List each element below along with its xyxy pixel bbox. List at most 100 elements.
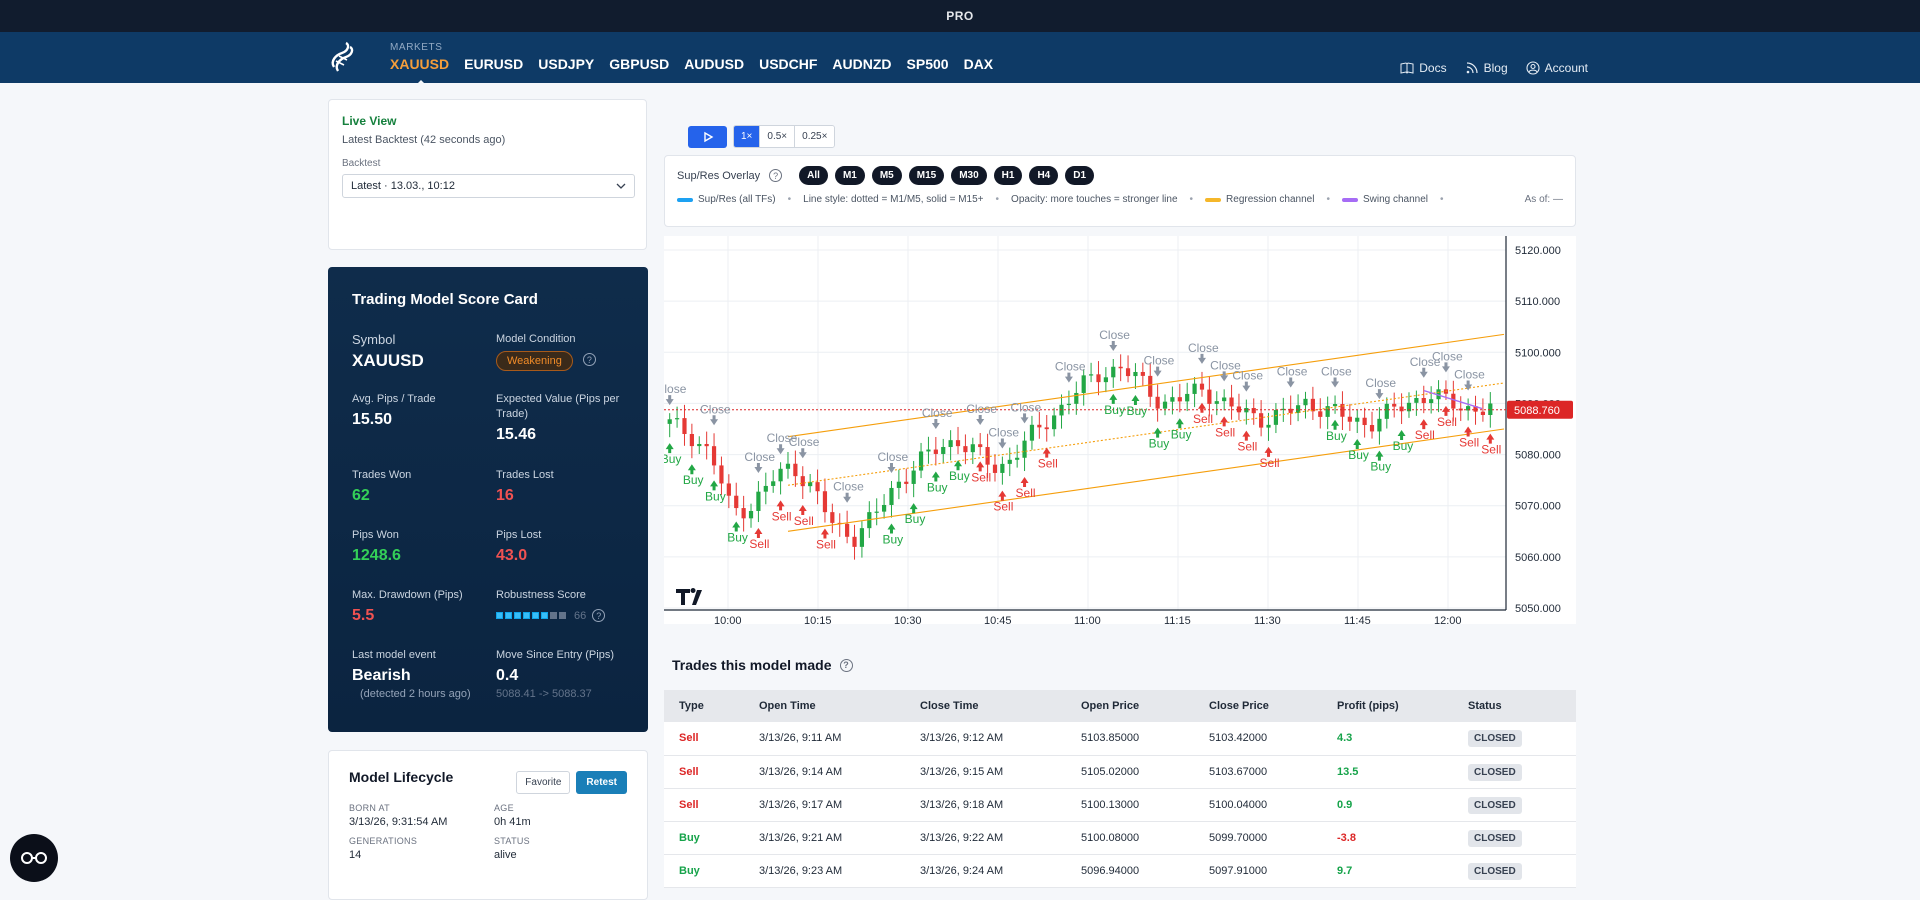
close-arrow — [1109, 340, 1118, 351]
candle-body — [970, 444, 975, 453]
col-close-price[interactable]: Close Price — [1194, 690, 1322, 722]
sell-marker-label: Sell — [1260, 456, 1280, 470]
x-tick-label: 12:00 — [1434, 615, 1462, 624]
tf-h4-button[interactable]: H4 — [1029, 166, 1059, 185]
tab-audusd[interactable]: AUDUSD — [684, 56, 745, 72]
sell-arrow — [1020, 477, 1029, 488]
trade-profit: -3.8 — [1337, 831, 1356, 844]
retest-button[interactable]: Retest — [576, 771, 627, 794]
tf-m5-button[interactable]: M5 — [871, 166, 902, 185]
close-marker-label: Close — [1432, 349, 1463, 363]
pips-won-label: Pips Won — [352, 529, 399, 541]
backtest-label: Backtest — [342, 158, 381, 169]
trades-table: Type Open Time Close Time Open Price Clo… — [664, 690, 1576, 888]
buy-marker-label: Buy — [1104, 403, 1125, 417]
help-icon[interactable]: ? — [592, 609, 606, 622]
candle-body — [1015, 457, 1020, 460]
table-row[interactable]: Buy 3/13/26, 9:21 AM 3/13/26, 9:22 AM 5100.… — [664, 821, 1576, 855]
tf-m30-button[interactable]: M30 — [951, 166, 987, 185]
account-link[interactable]: Account — [1526, 61, 1588, 75]
speed-0-5x-button[interactable]: 0.5× — [760, 126, 796, 147]
tab-gbpusd[interactable]: GBPUSD — [609, 56, 670, 72]
col-open-time[interactable]: Open Time — [744, 690, 905, 722]
buy-arrow — [1375, 450, 1384, 461]
candle-body — [1155, 396, 1160, 409]
supres-swatch — [677, 197, 693, 202]
cell-status: CLOSED — [1453, 854, 1576, 888]
tf-m1-button[interactable]: M1 — [834, 166, 865, 185]
price-chart[interactable]: 5120.0005110.0005100.0005090.0005080.000… — [664, 236, 1576, 624]
col-type[interactable]: Type — [664, 690, 744, 722]
docs-link[interactable]: Docs — [1400, 61, 1447, 75]
move-since-entry-value: 0.4 — [496, 667, 519, 684]
col-status[interactable]: Status — [1453, 690, 1576, 722]
close-marker-label: Close — [664, 382, 687, 396]
table-row[interactable]: Sell 3/13/26, 9:11 AM 3/13/26, 9:12 AM 5103… — [664, 722, 1576, 756]
buy-marker-label: Buy — [683, 473, 704, 487]
as-of-text: As of: — — [1524, 194, 1563, 205]
table-cell: 5105.02000 — [1066, 755, 1194, 789]
brand-logo-icon[interactable] — [326, 41, 356, 73]
tab-dax[interactable]: DAX — [963, 56, 994, 72]
tab-xauusd[interactable]: XAUUSD — [390, 56, 449, 85]
status-value: alive — [494, 849, 517, 861]
blog-link[interactable]: Blog — [1465, 61, 1508, 75]
user-circle-icon — [1526, 61, 1540, 75]
col-close-time[interactable]: Close Time — [905, 690, 1066, 722]
col-open-price[interactable]: Open Price — [1066, 690, 1194, 722]
drawdown-label: Max. Drawdown (Pips) — [352, 589, 463, 601]
tf-all-button[interactable]: All — [799, 166, 828, 185]
move-since-entry-cell: Move Since Entry (Pips) 0.4 5088.41 -> 5… — [496, 648, 640, 708]
speed-1x-button[interactable]: 1× — [734, 126, 761, 147]
favorite-button[interactable]: Favorite — [516, 771, 571, 794]
tf-m15-button[interactable]: M15 — [908, 166, 945, 185]
x-tick-label: 11:30 — [1254, 615, 1281, 624]
candle-body — [1251, 408, 1256, 414]
help-icon[interactable]: ? — [582, 353, 596, 367]
cell-status: CLOSED — [1453, 821, 1576, 855]
legend-opacity: Opacity: more touches = stronger line — [1011, 194, 1178, 205]
candlestick-chart[interactable]: 5120.0005110.0005100.0005090.0005080.000… — [664, 236, 1576, 624]
tf-h1-button[interactable]: H1 — [993, 166, 1023, 185]
sell-marker-label: Sell — [816, 537, 836, 551]
tab-sp500[interactable]: SP500 — [906, 56, 949, 72]
speed-selector: 1× 0.5× 0.25× — [733, 125, 836, 148]
overlay-label: Sup/Res Overlay — [677, 169, 761, 182]
help-icon[interactable]: ? — [769, 169, 783, 182]
candle-body — [1384, 403, 1389, 419]
help-chat-button[interactable] — [10, 834, 58, 882]
candle-body — [985, 447, 990, 465]
candle-body — [1273, 409, 1279, 425]
buy-arrow — [887, 523, 896, 534]
col-profit[interactable]: Profit (pips) — [1322, 690, 1453, 722]
sell-marker-label: Sell — [1437, 415, 1457, 429]
help-icon[interactable]: ? — [839, 658, 853, 672]
robust-segment — [550, 612, 557, 619]
table-row[interactable]: Sell 3/13/26, 9:17 AM 3/13/26, 9:18 AM 5100… — [664, 788, 1576, 822]
tab-usdjpy[interactable]: USDJPY — [538, 56, 595, 72]
trade-profit: 9.7 — [1337, 864, 1353, 877]
candle-body — [1029, 424, 1035, 441]
play-button[interactable] — [688, 125, 727, 148]
tab-eurusd[interactable]: EURUSD — [464, 56, 524, 72]
tf-d1-button[interactable]: D1 — [1065, 166, 1095, 185]
candle-body — [1325, 406, 1330, 417]
table-row[interactable]: Sell 3/13/26, 9:14 AM 3/13/26, 9:15 AM 5105… — [664, 755, 1576, 789]
tab-audnzd[interactable]: AUDNZD — [832, 56, 892, 72]
cell-status: CLOSED — [1453, 788, 1576, 822]
expected-value-value: 15.46 — [496, 426, 537, 443]
sell-arrow — [820, 528, 829, 539]
table-row[interactable]: Buy 3/13/26, 9:23 AM 3/13/26, 9:24 AM 5096.… — [664, 854, 1576, 888]
y-tick-label: 5070.000 — [1515, 501, 1561, 513]
y-tick-label: 5120.000 — [1515, 245, 1561, 257]
last-event-cell: Last model event Bearish (detected 2 hou… — [352, 648, 496, 708]
cell-profit: 4.3 — [1322, 722, 1453, 756]
speed-0-25x-button[interactable]: 0.25× — [795, 126, 835, 147]
candle-body — [1222, 397, 1227, 402]
close-arrow — [887, 462, 896, 473]
buy-marker-label: Buy — [949, 469, 970, 483]
backtest-select[interactable]: Latest · 13.03., 10:12 — [342, 174, 635, 198]
buy-arrow — [687, 464, 696, 475]
buy-arrow — [710, 480, 719, 491]
tab-usdchf[interactable]: USDCHF — [759, 56, 818, 72]
